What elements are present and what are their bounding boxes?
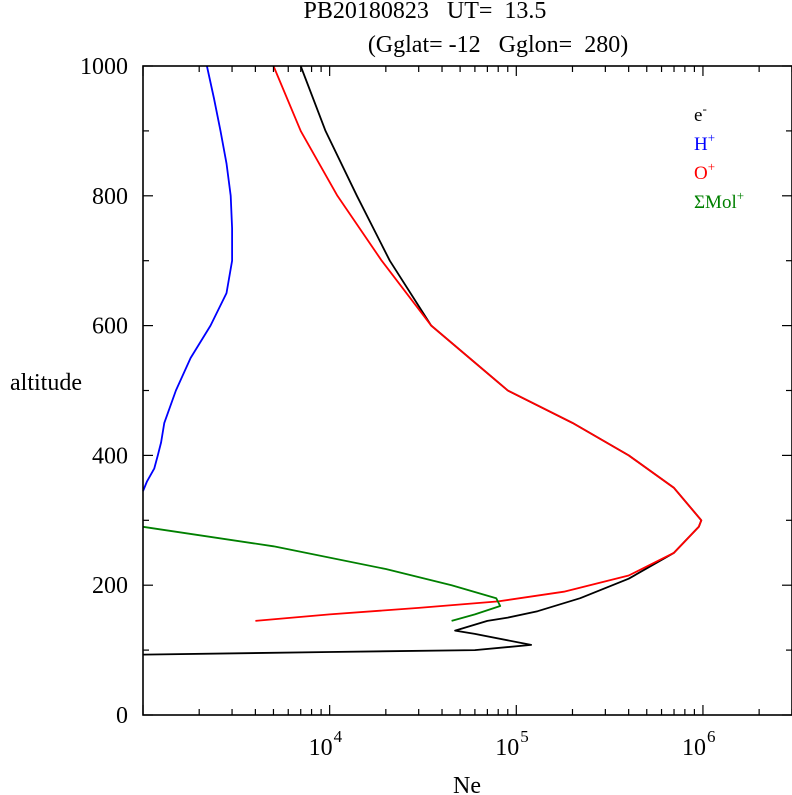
legend-entry-sup: + (708, 130, 715, 145)
series-line-1 (142, 65, 233, 492)
x-tick-label: 10 (309, 735, 333, 761)
y-tick-label: 1000 (80, 54, 128, 80)
x-tick-label: 10 (495, 735, 519, 761)
x-tick-label: 10 (682, 735, 706, 761)
legend-entry-3: ΣMol+ (694, 188, 744, 213)
legend-entry-2: O+ (694, 159, 715, 184)
x-tick-label-exponent: 6 (707, 727, 716, 746)
y-tick-label: 800 (92, 184, 128, 210)
legend-entry-sup: - (702, 101, 706, 116)
legend-entry-sup: + (708, 159, 715, 174)
series-line-0 (142, 65, 703, 656)
axis-ticks (142, 65, 792, 716)
series-line-3 (142, 525, 502, 622)
x-tick-label-exponent: 4 (334, 727, 343, 746)
y-axis-label: altitude (10, 370, 82, 396)
x-tick-labels: 10 4 10 5 10 6 (309, 727, 716, 761)
x-tick-label-exponent: 5 (520, 727, 529, 746)
legend-entry-0: e- (694, 101, 707, 126)
legend-entry-1: H+ (694, 130, 715, 155)
y-tick-label: 600 (92, 314, 128, 340)
y-tick-label: 200 (92, 573, 128, 599)
chart-title-line2: (Gglat= -12 Gglon= 280) (368, 32, 628, 58)
series-line-2 (255, 65, 703, 622)
plot-lines (142, 65, 703, 656)
y-tick-labels: 0 200 400 600 800 1000 (80, 54, 128, 729)
y-tick-label: 400 (92, 443, 128, 469)
x-axis-label: Ne (453, 773, 481, 795)
legend: e- H+ O+ ΣMol+ (694, 101, 744, 213)
chart-title-line1: PB20180823 UT= 13.5 (304, 0, 547, 24)
legend-entry-sup: + (737, 188, 744, 203)
y-tick-label: 0 (116, 703, 128, 729)
